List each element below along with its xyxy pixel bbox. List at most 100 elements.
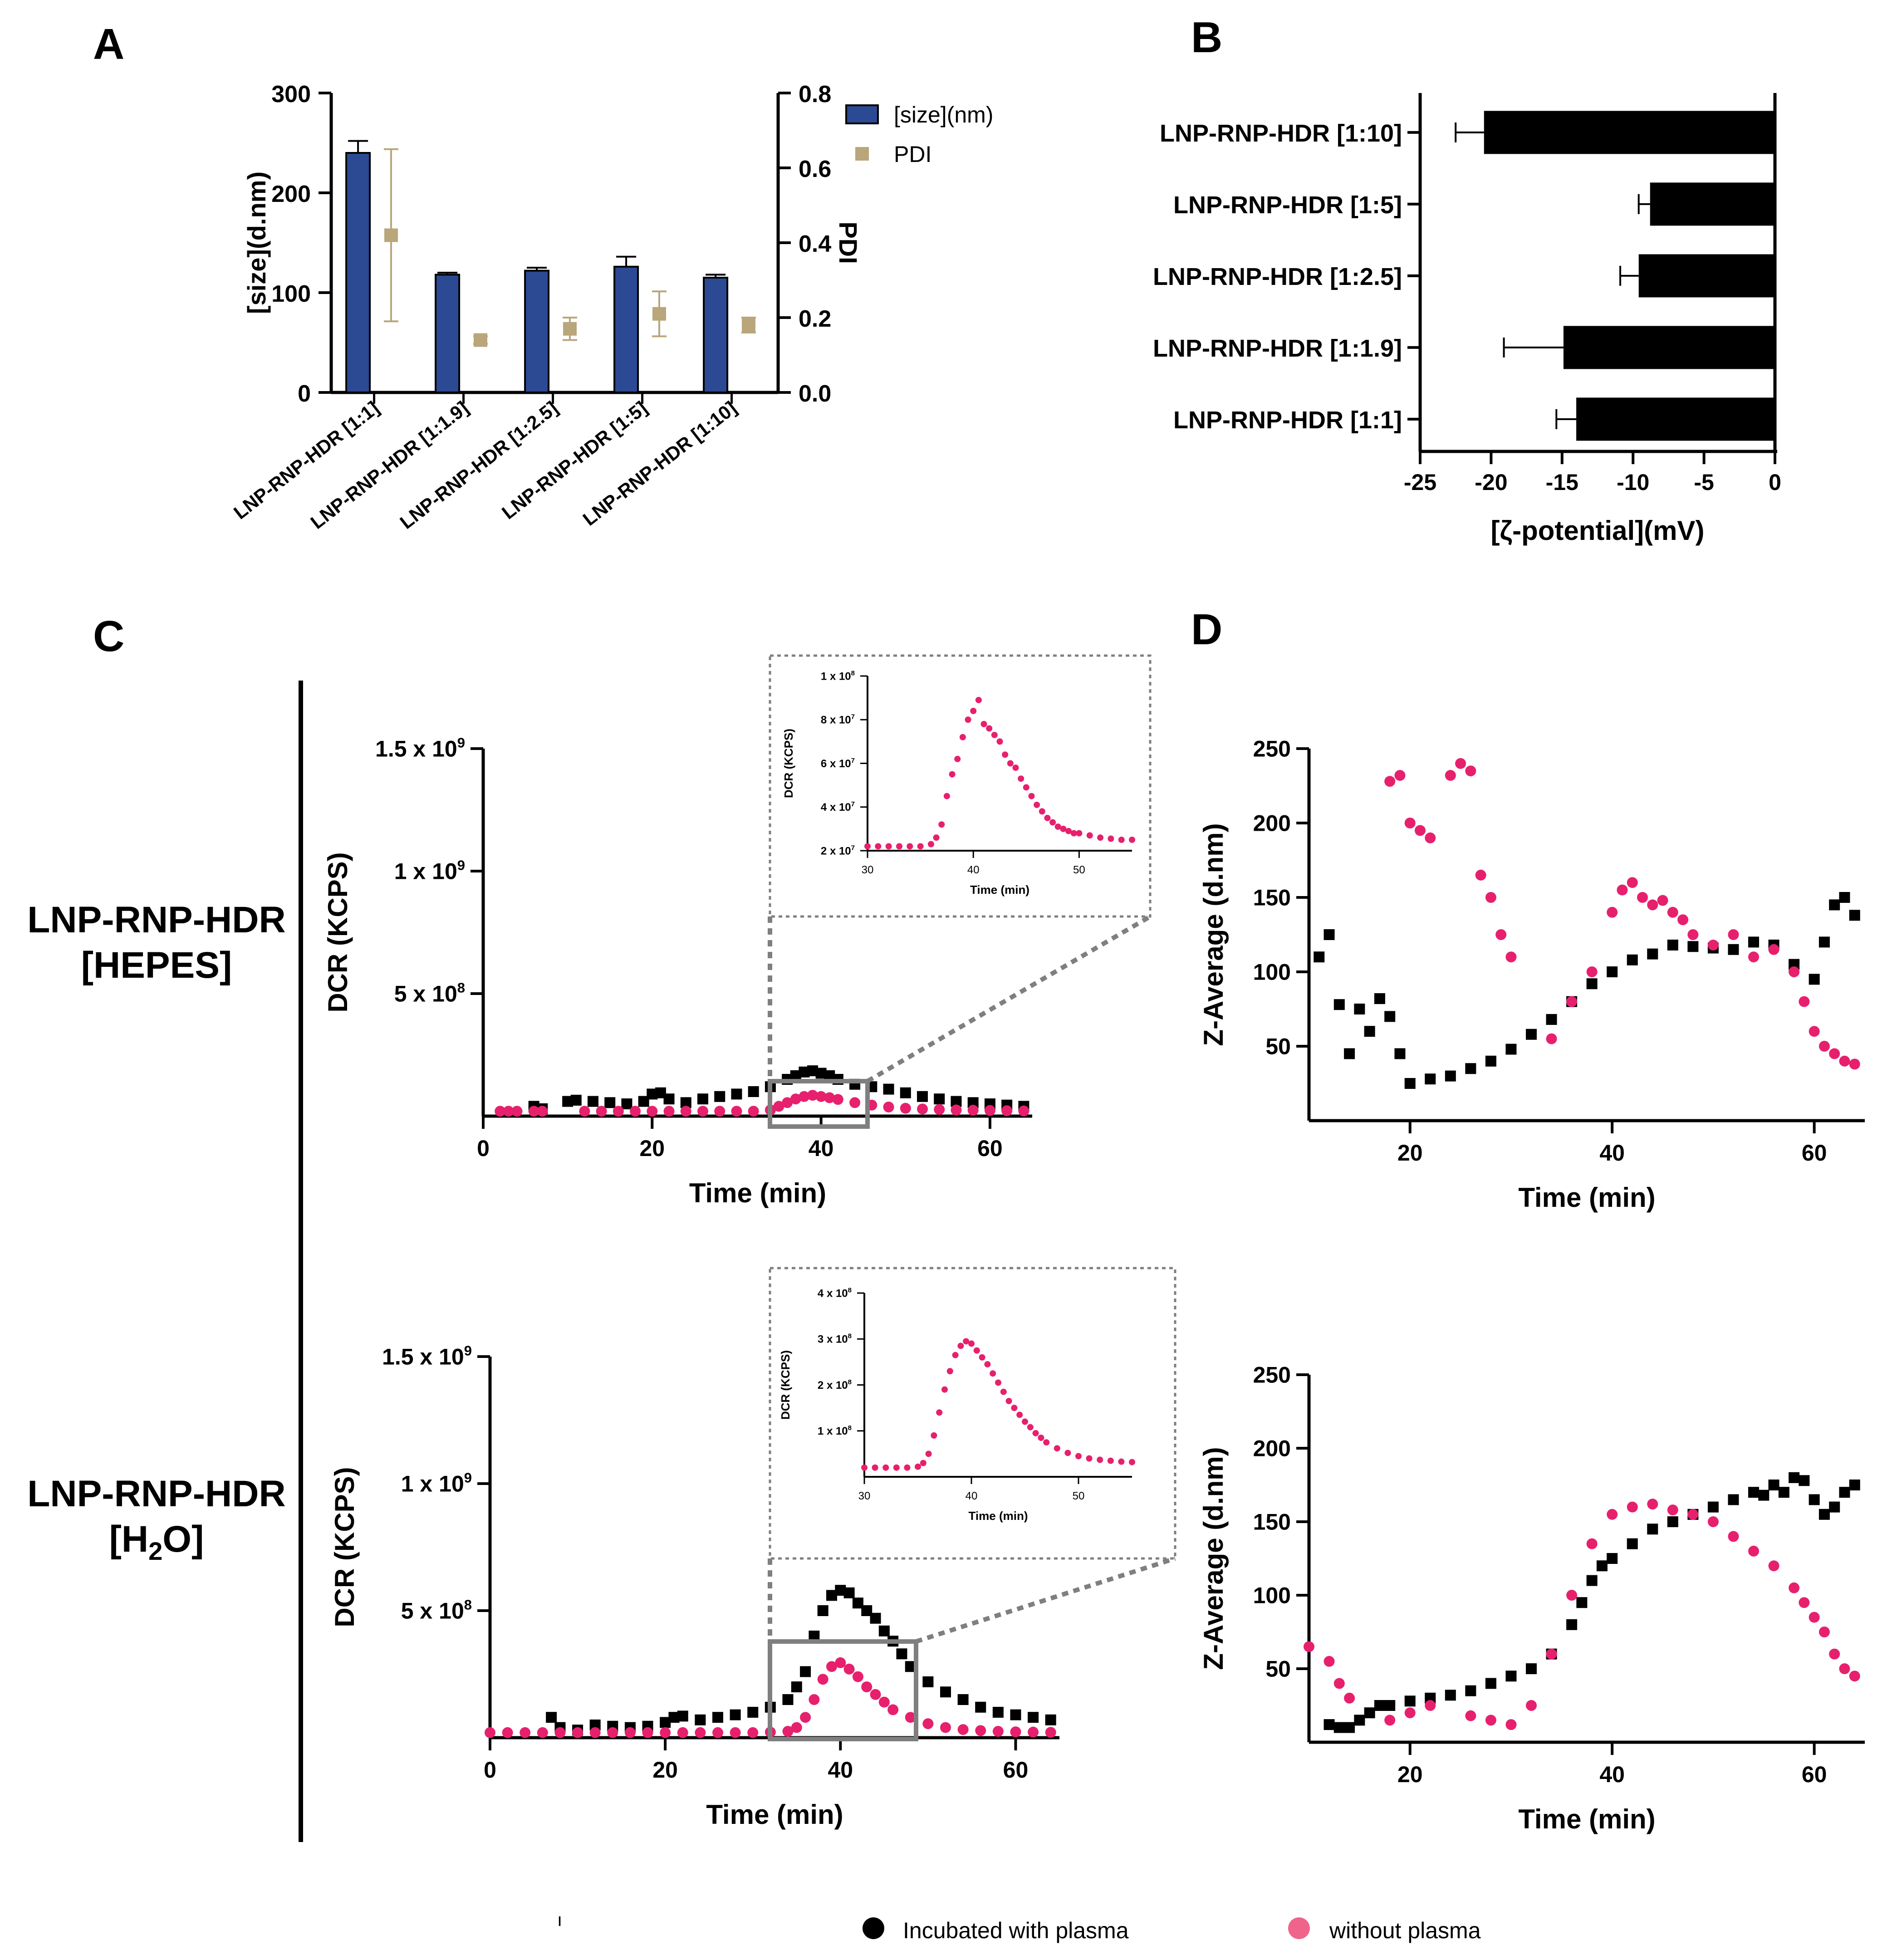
chartC1-y-tick-label: 1.5 x 109 (375, 735, 465, 762)
chartC1in-noplasma-point (927, 841, 934, 848)
chartC2-plasma-point (817, 1605, 828, 1616)
chartC2-plasma-point (878, 1625, 890, 1637)
chartC2in-noplasma-point (968, 1340, 975, 1347)
chartC2-plasma-point (843, 1587, 855, 1598)
chartC2in-y-tick-label-base: 3 x 10 (818, 1333, 848, 1346)
chartC2in-noplasma-point (1107, 1457, 1114, 1464)
chartC2-y-tick-label: 1 x 109 (401, 1470, 472, 1497)
chartD2-noplasma-point (1344, 1692, 1355, 1704)
chartC1-noplasma-point (495, 1106, 506, 1117)
chartC2-y-tick-label: 1.5 x 109 (382, 1343, 472, 1370)
chartD1-plasma-point (1354, 1004, 1365, 1014)
chartD2-y-tick-label: 50 (1265, 1656, 1291, 1682)
chartC2-noplasma-point (589, 1727, 601, 1738)
chartD2-plasma-point (1778, 1487, 1789, 1498)
chartD2-x-tick-label: 60 (1802, 1762, 1827, 1787)
chartC1-noplasma-point (900, 1102, 911, 1114)
chartC1in-noplasma-point (1018, 775, 1024, 782)
chartC1-plasma-point (697, 1093, 708, 1105)
chartD1-noplasma-point (1657, 895, 1668, 906)
a-legend-size-swatch (845, 104, 879, 124)
chartD1-noplasma-point (1404, 818, 1416, 828)
chartD1-noplasma-point (1485, 892, 1496, 903)
chartD1-plasma-point (1728, 944, 1739, 955)
chartC1-plasma-point (883, 1083, 894, 1095)
chartC2-plasma-point (1045, 1714, 1056, 1725)
a-x-tick-label: LNP-RNP-HDR [1:10] (579, 397, 740, 530)
b-x-tick-label: -25 (1404, 470, 1436, 495)
a-ylabel: [size](d.nm) (242, 172, 271, 314)
a-left-tick-label: 300 (271, 81, 311, 108)
panel-label-b: B (1191, 13, 1222, 62)
chartC2in-noplasma-point (957, 1343, 964, 1349)
chartC2-y-tick-label-base: 5 x 10 (401, 1598, 464, 1624)
chartD1-noplasma-point (1637, 892, 1648, 903)
chartC2-noplasma-point (695, 1727, 706, 1738)
b-y-tick-label: LNP-RNP-HDR [1:1.9] (1153, 335, 1402, 362)
chartC2-noplasma-point (870, 1689, 881, 1700)
chartC1in-y-tick-label-exp: 7 (851, 844, 855, 852)
a-right-tick-label: 0.8 (799, 81, 831, 108)
chartC1-noplasma-point (824, 1092, 835, 1103)
chartC2in-noplasma-point (1086, 1455, 1093, 1462)
chartD2-x-tick-label: 40 (1599, 1762, 1625, 1787)
chartD2-noplasma-point (1819, 1627, 1830, 1637)
c-hepes-zoom-box (768, 1079, 870, 1129)
chartD1-noplasma-point (1505, 951, 1517, 963)
chartD1-plasma-point (1425, 1073, 1436, 1085)
chartD1-y-tick-label: 50 (1265, 1034, 1291, 1059)
chartC2in-noplasma-point (893, 1464, 900, 1471)
a-size-bar (435, 274, 461, 394)
chartC2in-noplasma-point (973, 1347, 980, 1354)
a-x-tick-label: LNP-RNP-HDR [1:1] (230, 397, 383, 523)
row-label-hepes-line1: LNP-RNP-HDR (27, 899, 285, 941)
chartC1-noplasma-point (849, 1097, 861, 1108)
chartC1-noplasma-point (579, 1106, 590, 1117)
chartC1in-y-tick-label: 4 x 107 (821, 800, 855, 813)
chartD2-noplasma-point (1728, 1531, 1739, 1542)
legend-marker-without-plasma (1288, 1917, 1310, 1939)
chartD1-xlabel: Time (min) (1518, 1182, 1655, 1213)
chartC1in-noplasma-point (943, 793, 950, 799)
chartC2-plasma-point (922, 1676, 934, 1687)
b-xlabel: [ζ-potential](mV) (1491, 515, 1705, 546)
chartC2in-noplasma-point (1000, 1388, 1007, 1395)
chartC2in-noplasma-point (963, 1338, 970, 1345)
chartC2-noplasma-point (957, 1724, 969, 1735)
chartC1in-y-tick-label-exp: 7 (851, 800, 855, 808)
chartD1-noplasma-point (1768, 944, 1779, 955)
chartC1-noplasma-point (647, 1106, 658, 1117)
b-x-tick-label: -20 (1475, 470, 1507, 495)
chartC2in-y-tick-label-exp: 8 (848, 1286, 852, 1294)
chartC1in-noplasma-point (1065, 828, 1072, 834)
chartC1in-xlabel: Time (min) (970, 883, 1029, 897)
chartC1-noplasma-point (537, 1106, 548, 1117)
chartD1-x-tick-label: 40 (1599, 1140, 1625, 1166)
c-hepes-inset-frame (769, 654, 1152, 918)
chartC1-y-tick-label-exp: 9 (457, 735, 465, 751)
chartC2in-noplasma-point (941, 1386, 948, 1393)
chartD1-y-tick-label: 250 (1253, 736, 1291, 762)
chartC1-ylabel: DCR (KCPS) (323, 852, 353, 1012)
chartC2-noplasma-point (747, 1727, 759, 1738)
chartD1-noplasma-point (1789, 966, 1800, 977)
legend-label-with-plasma: Incubated with plasma (903, 1918, 1129, 1943)
chartD2-noplasma-point (1485, 1715, 1496, 1726)
row-label-hepes-line2: [HEPES] (81, 945, 232, 986)
panel-label-c: C (93, 612, 124, 661)
chartD1-noplasma-point (1617, 884, 1628, 896)
chartC2in-noplasma-point (979, 1354, 985, 1361)
chartC2-noplasma-point (905, 1712, 916, 1723)
chartC1in-noplasma-point (896, 843, 902, 850)
chartD2-noplasma-point (1789, 1582, 1800, 1593)
chartC1-noplasma-point (790, 1093, 801, 1105)
chartC1-xlabel: Time (min) (689, 1178, 826, 1208)
chartC1in-noplasma-point (965, 716, 971, 723)
chartC1-noplasma-point (680, 1106, 691, 1117)
chartD1-plasma-point (1819, 936, 1830, 948)
chartC2-x-tick-label: 0 (484, 1757, 496, 1783)
a-right-tick-label: 0.4 (799, 231, 831, 257)
chartC1-noplasma-point (697, 1106, 708, 1117)
chartD1-plasma-point (1526, 1029, 1537, 1040)
